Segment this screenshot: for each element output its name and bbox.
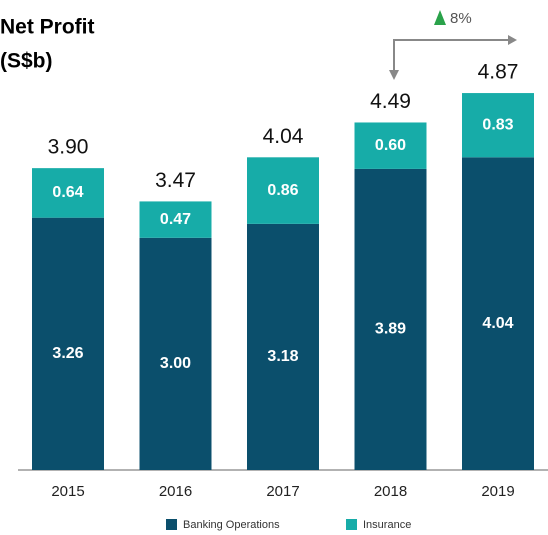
x-tick-label: 2017 xyxy=(266,483,299,500)
value-label: 3.00 xyxy=(160,355,191,372)
arrow-head xyxy=(389,70,399,80)
total-label: 3.90 xyxy=(48,136,89,159)
total-label: 4.87 xyxy=(478,61,519,84)
value-label: 0.83 xyxy=(482,116,513,133)
growth-label: 8% xyxy=(450,10,472,27)
bar-segment xyxy=(354,168,427,470)
value-label: 3.26 xyxy=(52,345,83,362)
bar-segment xyxy=(32,168,104,218)
bar-segment xyxy=(462,157,534,470)
value-label: 0.64 xyxy=(52,184,83,201)
value-label: 0.47 xyxy=(160,211,191,228)
value-label: 3.89 xyxy=(375,321,406,338)
chart-title: Net Profit xyxy=(0,16,95,39)
legend-swatch xyxy=(166,519,177,530)
arrow-head xyxy=(508,35,517,45)
legend-label: Banking Operations xyxy=(183,519,280,531)
x-tick-label: 2019 xyxy=(481,483,514,500)
x-tick-label: 2015 xyxy=(51,483,84,500)
value-label: 3.18 xyxy=(267,348,298,365)
x-tick-label: 2018 xyxy=(374,483,407,500)
total-label: 3.47 xyxy=(155,169,196,192)
bar-segment xyxy=(139,201,212,238)
value-label: 4.04 xyxy=(482,315,513,332)
value-label: 0.60 xyxy=(375,137,406,154)
up-triangle xyxy=(434,10,446,25)
bar-segment xyxy=(247,157,319,224)
total-label: 4.04 xyxy=(263,125,304,148)
bar-segment xyxy=(462,93,534,158)
bar-segment xyxy=(139,237,212,470)
x-tick-label: 2016 xyxy=(159,483,192,500)
growth-connector xyxy=(393,39,510,78)
bar-segment xyxy=(354,122,427,169)
bar-segment xyxy=(247,223,319,470)
bar-segment xyxy=(32,217,104,470)
total-label: 4.49 xyxy=(370,90,411,113)
value-label: 0.86 xyxy=(267,182,298,199)
chart-subtitle: (S$b) xyxy=(0,50,53,73)
legend-swatch xyxy=(346,519,357,530)
legend-label: Insurance xyxy=(363,519,411,531)
